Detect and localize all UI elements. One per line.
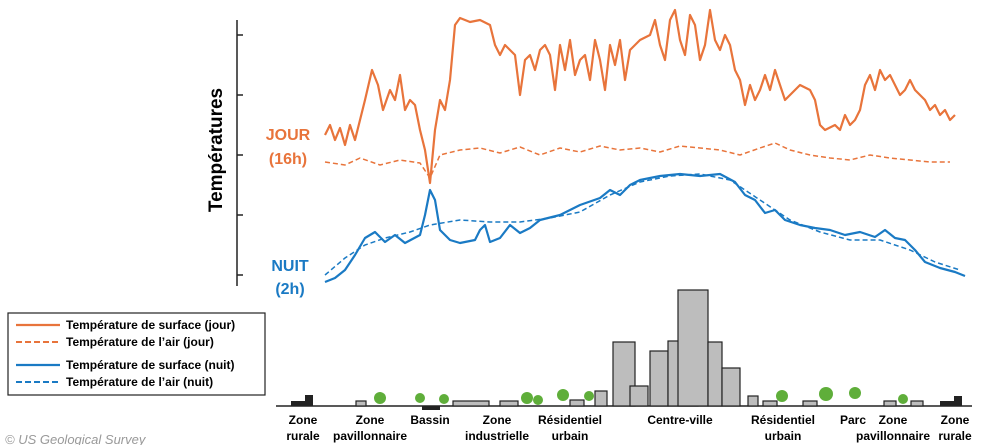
- day-label: JOUR: [266, 127, 311, 144]
- air-day-curve: [324, 142, 950, 179]
- surface-night-curve: [324, 172, 966, 284]
- axes: [236, 20, 972, 407]
- surface-day-curve: [324, 8, 956, 185]
- zone-label: Centre-ville: [647, 413, 713, 427]
- legend-entry: Température de l’air (jour): [66, 335, 214, 349]
- zone-label: urbain: [765, 429, 802, 443]
- zone-label: Résidentiel: [538, 413, 602, 427]
- zone-label: Zone: [941, 413, 970, 427]
- zone-label: Zone: [356, 413, 385, 427]
- zone-label: pavillonnaire: [333, 429, 407, 443]
- zone-label: Zone: [879, 413, 908, 427]
- legend-entry: Température de l’air (nuit): [66, 375, 213, 389]
- zone-label: pavillonnaire: [856, 429, 930, 443]
- legend-entry: Température de surface (jour): [66, 318, 235, 332]
- air-night-curve: [324, 173, 961, 276]
- zone-label: rurale: [938, 429, 972, 443]
- zone-label: Résidentiel: [751, 413, 815, 427]
- zone-label: Zone: [483, 413, 512, 427]
- zone-label: Bassin: [410, 413, 449, 427]
- credit: © US Geological Survey: [5, 432, 147, 445]
- zone-label: Zone: [289, 413, 318, 427]
- axis-label: Températures: [206, 88, 227, 212]
- buildings: [291, 289, 962, 410]
- day-label: (16h): [269, 151, 307, 168]
- legend: Température de surface (jour) Températur…: [7, 312, 266, 396]
- legend-entry: Température de surface (nuit): [66, 358, 234, 372]
- zone-label: industrielle: [465, 429, 529, 443]
- zone-label: rurale: [286, 429, 320, 443]
- night-label: (2h): [275, 281, 304, 298]
- zone-label: Parc: [840, 413, 866, 427]
- zone-label: urbain: [552, 429, 589, 443]
- night-label: NUIT: [271, 258, 309, 275]
